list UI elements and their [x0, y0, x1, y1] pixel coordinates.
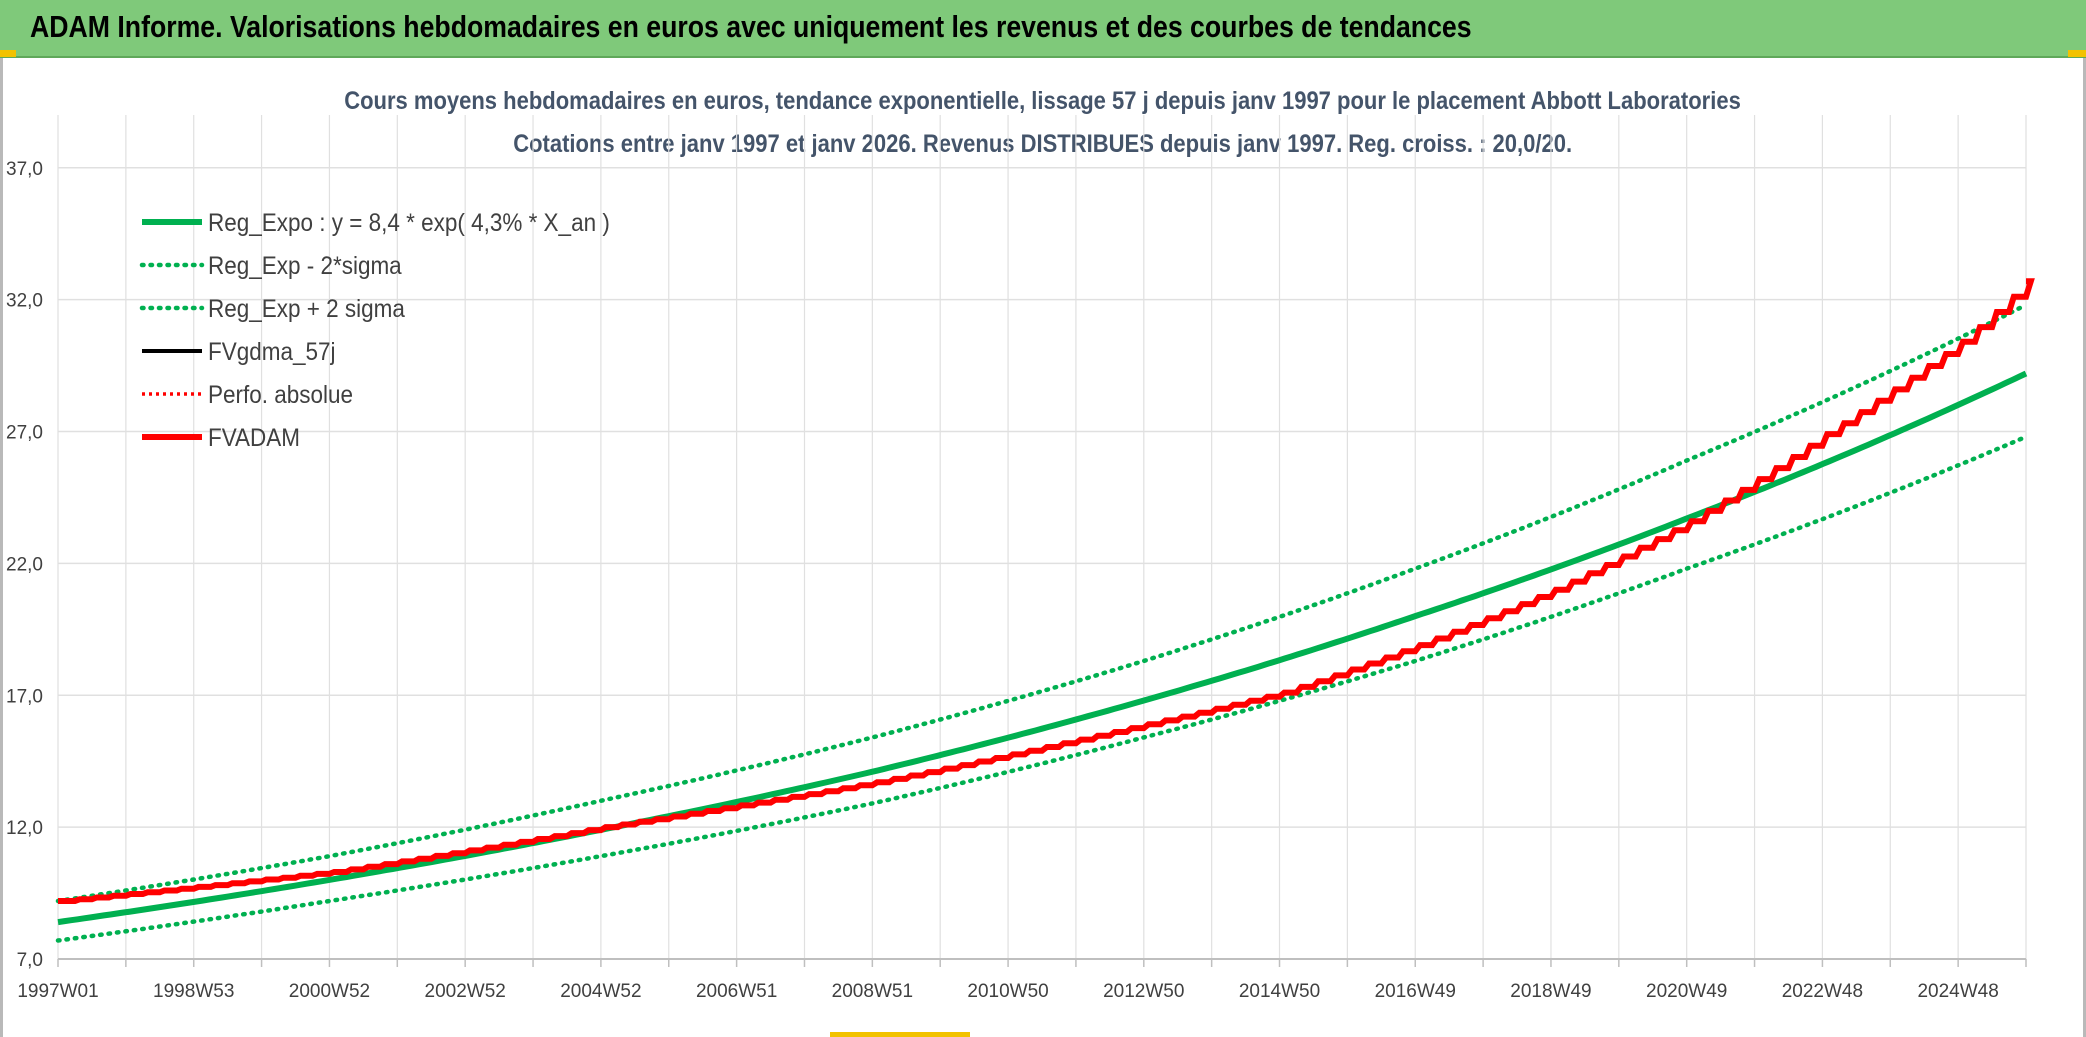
series-fvgdma-57j	[58, 279, 2033, 903]
legend-label: Reg_Exp + 2 sigma	[208, 295, 406, 323]
header-banner: ADAM Informe. Valorisations hebdomadaire…	[0, 0, 2086, 58]
x-tick-label: 2010W50	[967, 981, 1048, 1002]
x-tick-label: 1997W01	[17, 981, 98, 1002]
series-perfo-absolue	[58, 279, 2033, 903]
page-title: ADAM Informe. Valorisations hebdomadaire…	[30, 9, 1472, 44]
y-tick-label: 22,0	[6, 554, 43, 575]
chart-subtitle: Cotations entre janv 1997 et janv 2026. …	[513, 130, 1573, 158]
x-tick-label: 2008W51	[832, 981, 913, 1002]
series-reg-exp-plus-2sigma	[55, 302, 2029, 904]
series-reg-exp-minus-2sigma	[55, 434, 2029, 943]
y-tick-label: 27,0	[6, 423, 43, 444]
series-reg-expo	[57, 370, 2028, 926]
series-fvadam	[58, 278, 2035, 904]
x-tick-label: 2022W48	[1782, 981, 1863, 1002]
legend-label: Reg_Exp - 2*sigma	[208, 252, 402, 280]
y-tick-label: 17,0	[6, 686, 43, 707]
x-tick-label: 2006W51	[696, 981, 777, 1002]
chart-title: Cours moyens hebdomadaires en euros, ten…	[344, 87, 1742, 115]
y-tick-label: 7,0	[17, 950, 43, 971]
y-tick-label: 12,0	[6, 818, 43, 839]
legend-label: Perfo. absolue	[208, 381, 353, 409]
x-tick-label: 1998W53	[153, 981, 234, 1002]
corner-mark-left	[0, 50, 16, 57]
legend-label: Reg_Expo : y = 8,4 * exp( 4,3% * X_an )	[208, 209, 610, 237]
axis-layer: 7,0 12,0 17,0 22,0 27,0 32,0 37,0 1997W01 1998W5…	[6, 159, 2027, 1002]
x-tick-label: 2004W52	[560, 981, 641, 1002]
y-tick-label: 37,0	[6, 159, 43, 180]
x-tick-label: 2002W52	[425, 981, 506, 1002]
x-tick-label: 2014W50	[1239, 981, 1320, 1002]
legend-label: FVgdma_57j	[208, 338, 335, 366]
legend: Reg_Expo : y = 8,4 * exp( 4,3% * X_an ) R…	[139, 209, 610, 452]
series-layer	[55, 278, 2035, 943]
x-tick-label: 2012W50	[1103, 981, 1184, 1002]
x-tick-label: 2024W48	[1917, 981, 1998, 1002]
x-tick-label: 2018W49	[1510, 981, 1591, 1002]
x-tick-label: 2020W49	[1646, 981, 1727, 1002]
legend-label: FVADAM	[208, 424, 300, 452]
grid-layer	[57, 115, 2027, 960]
x-tick-label: 2000W52	[289, 981, 370, 1002]
chart-frame	[0, 58, 2086, 1037]
x-tick-label: 2016W49	[1375, 981, 1456, 1002]
y-tick-label: 32,0	[6, 291, 43, 312]
bottom-accent-bar	[830, 1032, 970, 1037]
corner-mark-right	[2068, 50, 2086, 57]
